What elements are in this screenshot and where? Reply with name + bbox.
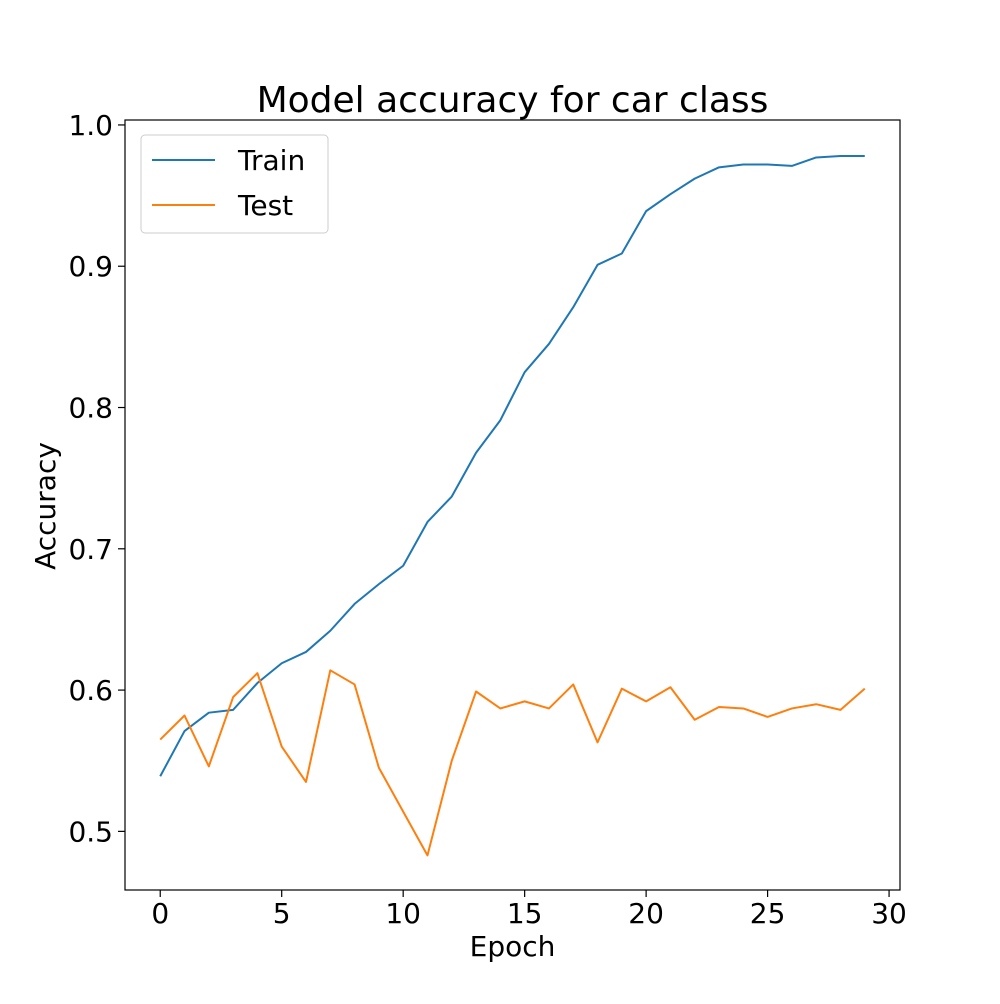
- x-axis-label: Epoch: [470, 930, 556, 963]
- series-line-test: [159, 669, 866, 857]
- x-tick-label: 10: [385, 897, 421, 930]
- series-line-train: [159, 155, 865, 777]
- x-tick-label: 30: [871, 897, 907, 930]
- x-tick-label: 5: [273, 897, 291, 930]
- y-axis: 0.5 0.6 0.7 0.8 0.9 1.0: [68, 109, 125, 848]
- y-tick-label: 0.7: [68, 533, 113, 566]
- y-tick-label: 1.0: [68, 109, 113, 142]
- x-tick-label: 20: [628, 897, 664, 930]
- x-tick-label: 25: [750, 897, 786, 930]
- legend-label-test: Test: [237, 189, 293, 222]
- plot-frame: [124, 119, 901, 891]
- legend: Train Test: [140, 134, 329, 234]
- chart-title: Model accuracy for car class: [257, 80, 769, 121]
- y-tick-label: 0.6: [68, 674, 113, 707]
- series-layer: [159, 155, 866, 857]
- x-tick-label: 15: [507, 897, 543, 930]
- plot-area: [124, 119, 901, 891]
- y-tick-label: 0.9: [68, 250, 113, 283]
- x-tick-label: 0: [151, 897, 169, 930]
- legend-label-train: Train: [237, 144, 305, 177]
- y-axis-label: Accuracy: [29, 442, 62, 570]
- x-axis: 0 5 10 15 20 25 30: [151, 890, 907, 930]
- y-tick-label: 0.8: [68, 392, 113, 425]
- y-tick-label: 0.5: [68, 815, 113, 848]
